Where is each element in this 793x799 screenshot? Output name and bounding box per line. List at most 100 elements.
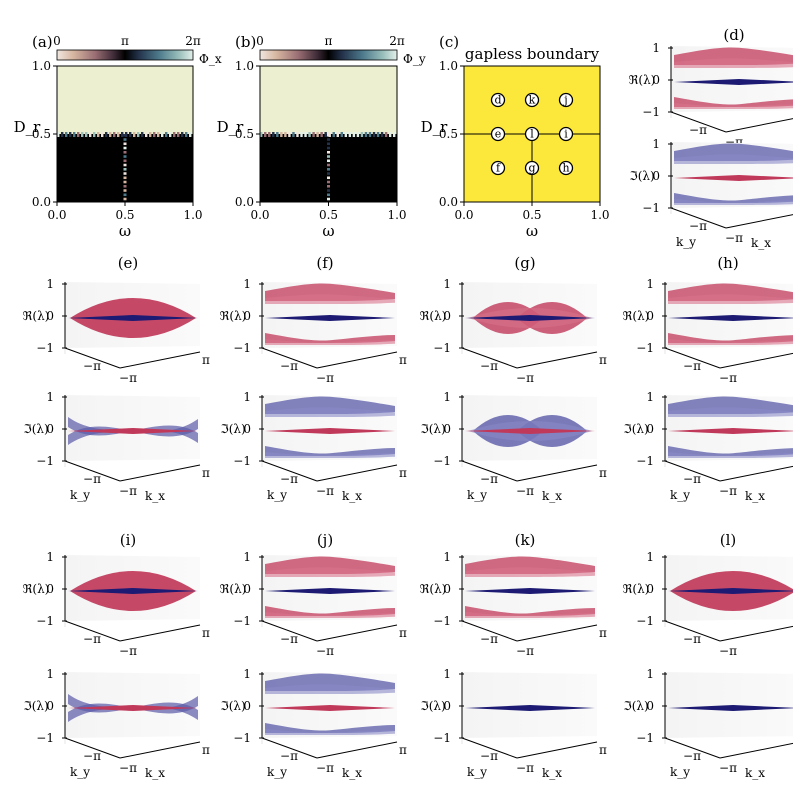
point-e — [490, 126, 506, 142]
upper-band-inner — [265, 407, 395, 417]
panel-a: (a) 0 π 2π Φ_x 0.0 0.5 1.0 0.0 0.5 1.0 ω D_r — [14, 33, 222, 240]
point-label: l — [530, 128, 534, 141]
edge-tick: −π — [719, 484, 737, 498]
imag-part-plot: 10−1−π−ππℑ(λ)k_yk_x — [623, 390, 793, 503]
top-row-2d-panels: (a) 0 π 2πΦ_x0.0 0.5 1.00.00.51.0ωD_r(b) 0 π 2πΦ… — [14, 33, 610, 240]
point-g — [524, 160, 540, 176]
line-cell — [123, 142, 127, 146]
z-tick-label: −1 — [433, 614, 451, 628]
x-tick-label: 0.5 — [522, 208, 541, 222]
ky-label: k_y — [467, 765, 487, 779]
line-cell — [123, 151, 127, 154]
edge-tick: −π — [83, 749, 101, 763]
floor-edge-right — [719, 465, 793, 482]
boundary-cell — [73, 132, 76, 137]
line-cell — [327, 172, 330, 175]
edge-tick: −π — [83, 359, 101, 373]
z-tick-label: −1 — [36, 731, 54, 745]
kx-label: k_x — [342, 766, 362, 780]
z-tick-label: 0 — [46, 309, 54, 323]
boundary-cell — [260, 132, 263, 137]
panel-b: (b) 0 π 2π Φ_y 0.0 0.5 1.0 0.0 0.5 1.0 ω D_r — [217, 33, 426, 240]
panel-d: (d)10−1−π−ππℜ(λ)10−1−π−ππℑ(λ)k_yk_x — [629, 26, 793, 250]
panel-h: (h)10−1−π−ππℜ(λ)10−1−π−ππℑ(λ)k_yk_x — [623, 254, 793, 503]
z-tick-label: 1 — [46, 550, 54, 564]
edge-tick: π — [599, 466, 607, 480]
edge-tick: −π — [316, 371, 334, 385]
kx-label: k_x — [145, 489, 165, 503]
line-cell — [327, 138, 330, 141]
boundary-cell — [372, 132, 376, 137]
z-tick-label: 0 — [652, 73, 660, 87]
colorbar-tick: 2π — [185, 34, 201, 48]
middle-band — [674, 79, 793, 85]
edge-tick: −π — [683, 359, 701, 373]
floor-edge-right — [316, 624, 398, 642]
line-cell — [123, 163, 127, 167]
boundary-cell — [109, 132, 112, 137]
boundary-cell — [280, 132, 283, 137]
real-part-plot: 1 0 −1 −π −π π ℜ(λ) — [420, 277, 607, 385]
floor-edge-left — [461, 737, 518, 759]
point-h — [558, 160, 574, 176]
edge-tick: π — [399, 743, 407, 757]
z-tick-label: 0 — [646, 582, 654, 596]
lower-band-inner — [265, 452, 395, 458]
boundary-cell — [368, 132, 372, 137]
z-tick-label: −1 — [636, 341, 654, 355]
edge-tick: −π — [480, 359, 498, 373]
line-cell — [327, 193, 330, 197]
line-cell — [327, 151, 330, 154]
z-tick-label: 1 — [243, 667, 251, 681]
z-tick-label: 0 — [443, 422, 451, 436]
z-tick-label: 1 — [646, 390, 654, 404]
floor-edge-right — [119, 741, 201, 759]
z-tick-label: −1 — [642, 105, 660, 119]
edge-tick: π — [399, 466, 407, 480]
lower-band — [265, 446, 395, 456]
point-label: e — [495, 128, 502, 141]
lower-band-inner — [265, 339, 395, 345]
line-cell — [327, 176, 330, 180]
y-tick-label: 1.0 — [32, 59, 51, 73]
floor-edge-right — [119, 351, 201, 369]
re-axis-label: ℜ(λ) — [623, 309, 650, 323]
x-tick-label: 0.0 — [454, 208, 473, 222]
edge-tick: π — [202, 743, 210, 757]
flat-band — [68, 588, 198, 594]
middle-band — [265, 428, 395, 434]
line-cell — [327, 163, 330, 167]
boundary-cell — [336, 132, 339, 137]
line-cell — [123, 180, 127, 184]
floor-edge-right — [516, 351, 598, 369]
z-tick-label: 0 — [443, 582, 451, 596]
z-tick-label: −1 — [36, 341, 54, 355]
colorbar-label: Φ_y — [403, 52, 426, 66]
y-tick-label: 1.0 — [235, 59, 254, 73]
middle-band — [265, 705, 395, 711]
edge-tick: π — [599, 626, 607, 640]
y-tick-label: 0.5 — [235, 127, 254, 141]
z-tick-label: −1 — [233, 614, 251, 628]
boundary-cell — [121, 132, 124, 137]
ky-label: k_y — [670, 765, 690, 779]
z-tick-label: −1 — [233, 454, 251, 468]
x-tick-label: 0.0 — [47, 208, 66, 222]
boundary-cell — [380, 132, 384, 137]
y-axis-label: D_r — [217, 118, 245, 136]
colorbar-tick: 0 — [256, 34, 264, 48]
lower-band-inner — [465, 612, 595, 618]
lower-band — [674, 97, 793, 107]
boundary-cell — [153, 132, 156, 137]
boundary-cell — [284, 132, 287, 137]
panel-e: (e) 1 0 −1 −π −π π ℜ(λ) 1 0 −1 −π −π π ℑ(λ) k_y k_x — [23, 254, 210, 503]
edge-tick: −π — [280, 632, 298, 646]
edge-tick: −π — [280, 472, 298, 486]
z-tick-label: −1 — [36, 454, 54, 468]
floor-edge-right — [119, 624, 201, 642]
edge-tick: −π — [689, 123, 707, 137]
imag-part-plot: 10−1−π−ππℑ(λ)k_yk_x — [623, 667, 793, 780]
floor-edge-left — [461, 460, 518, 482]
z-tick-label: 1 — [46, 390, 54, 404]
